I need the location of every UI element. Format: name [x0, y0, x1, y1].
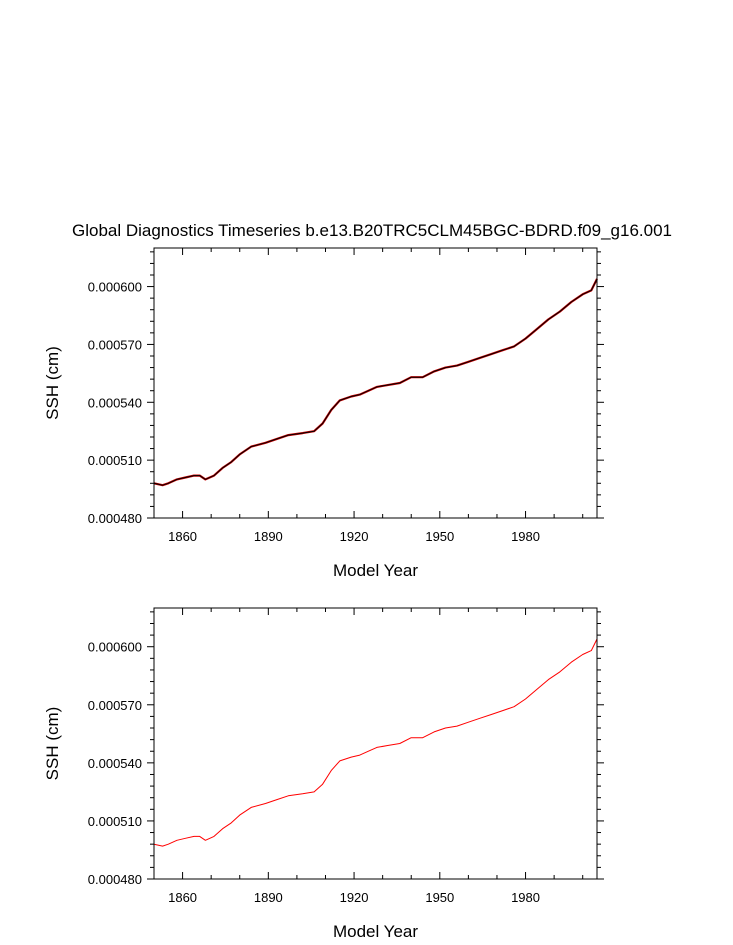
series-lines — [153, 638, 598, 847]
y-tick-labels: 0.000480 0.000510 0.000540 0.000570 0.000600 — [88, 280, 142, 526]
x-tick-label: 1890 — [254, 529, 283, 544]
series-line — [153, 278, 598, 486]
x-axis-title: Model Year — [333, 561, 418, 580]
plot-frame — [153, 247, 598, 519]
y-tick-label: 0.000600 — [88, 640, 142, 655]
y-axis-title: SSH (cm) — [43, 346, 62, 420]
y-tick-label: 0.000510 — [88, 814, 142, 829]
x-tick-label: 1920 — [340, 529, 369, 544]
x-tick-label: 1860 — [168, 890, 197, 905]
y-tick-label: 0.000480 — [88, 511, 142, 526]
x-tick-label: 1890 — [254, 890, 283, 905]
y-tick-label: 0.000510 — [88, 453, 142, 468]
chart-panel-top: 1860 1890 1920 1950 1980 0.0004800.0005100.0… — [43, 247, 604, 580]
y-tick-label: 0.000600 — [88, 280, 142, 295]
y-tick-label: 0.000540 — [88, 395, 142, 410]
x-tick-labels: 1860 1890 1920 1950 1980 — [168, 890, 540, 905]
chart-title: Global Diagnostics Timeseries b.e13.B20T… — [72, 221, 672, 240]
x-tick-labels: 1860 1890 1920 1950 1980 — [168, 529, 540, 544]
x-tick-label: 1920 — [340, 890, 369, 905]
y-tick-labels: 0.000480 0.000510 0.000540 0.000570 0.000600 — [88, 640, 142, 887]
series-line — [153, 638, 598, 847]
tick-marks — [147, 608, 604, 880]
tick-marks — [147, 248, 604, 519]
y-tick-label: 0.000570 — [88, 698, 142, 713]
series-line-shadow — [153, 278, 598, 487]
y-tick-label: 0.000570 — [88, 337, 142, 352]
x-tick-label: 1860 — [168, 529, 197, 544]
x-tick-label: 1980 — [511, 529, 540, 544]
plot-frame — [153, 607, 598, 880]
x-tick-label: 1980 — [511, 890, 540, 905]
chart-panel-bottom: 1860 1890 1920 1950 1980 0.0004800.0005100.0… — [43, 607, 604, 941]
y-tick-label: 0.000540 — [88, 756, 142, 771]
x-axis-title: Model Year — [333, 922, 418, 941]
y-axis-title: SSH (cm) — [43, 707, 62, 781]
x-tick-label: 1950 — [425, 890, 454, 905]
y-tick-label: 0.000480 — [88, 872, 142, 887]
series-lines — [153, 278, 598, 487]
x-tick-label: 1950 — [425, 529, 454, 544]
